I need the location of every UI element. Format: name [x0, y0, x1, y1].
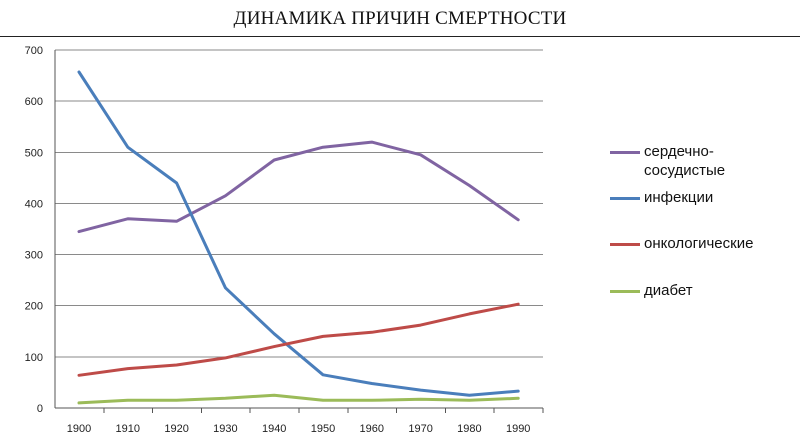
x-tick-label: 1970: [408, 423, 432, 435]
y-tick-label: 100: [25, 352, 43, 364]
x-tick-label: 1990: [506, 423, 530, 435]
legend-swatch: [610, 197, 640, 200]
legend-label: инфекции: [644, 189, 714, 206]
axes: [54, 50, 544, 413]
y-tick-label: 400: [25, 198, 43, 210]
chart-title: ДИНАМИКА ПРИЧИН СМЕРТНОСТИ: [233, 8, 567, 29]
title-divider: [0, 36, 800, 37]
series-line-cardiovascular: [77, 140, 520, 234]
x-tick-label: 1910: [116, 423, 140, 435]
y-tick-label: 300: [25, 250, 43, 262]
y-tick-label: 200: [25, 301, 43, 313]
y-tick-labels: 0 100 200 300 400 500 600 700: [25, 45, 43, 415]
series-line-infections: [77, 70, 520, 397]
x-tick-label: 1940: [262, 423, 286, 435]
x-tick-label: 1920: [164, 423, 188, 435]
series-line-oncological: [77, 302, 520, 377]
x-tick-label: 1930: [213, 423, 237, 435]
legend-label: сердечно- сосудистые: [644, 143, 726, 179]
y-tick-label: 600: [25, 96, 43, 108]
legend-swatch: [610, 151, 640, 154]
y-tick-label: 500: [25, 147, 43, 159]
x-tick-label: 1980: [457, 423, 481, 435]
x-tick-label: 1900: [67, 423, 91, 435]
gridlines: [55, 49, 543, 358]
y-tick-label: 700: [25, 45, 43, 57]
chart-legend: сердечно- сосудистые инфекции онкологическ…: [610, 0, 800, 446]
x-tick-label: 1950: [311, 423, 335, 435]
series-line-diabetes: [77, 393, 520, 405]
legend-label: диабет: [644, 282, 693, 299]
legend-swatch: [610, 290, 640, 293]
x-tick-labels: 1900 1910 1920 1930 1940 1950 1960 1970 1980 1990: [67, 423, 531, 435]
legend-label: онкологические: [644, 235, 754, 252]
y-tick-label: 0: [37, 403, 43, 415]
legend-swatch: [610, 243, 640, 246]
series-lines: [77, 70, 520, 405]
x-tick-label: 1960: [360, 423, 384, 435]
